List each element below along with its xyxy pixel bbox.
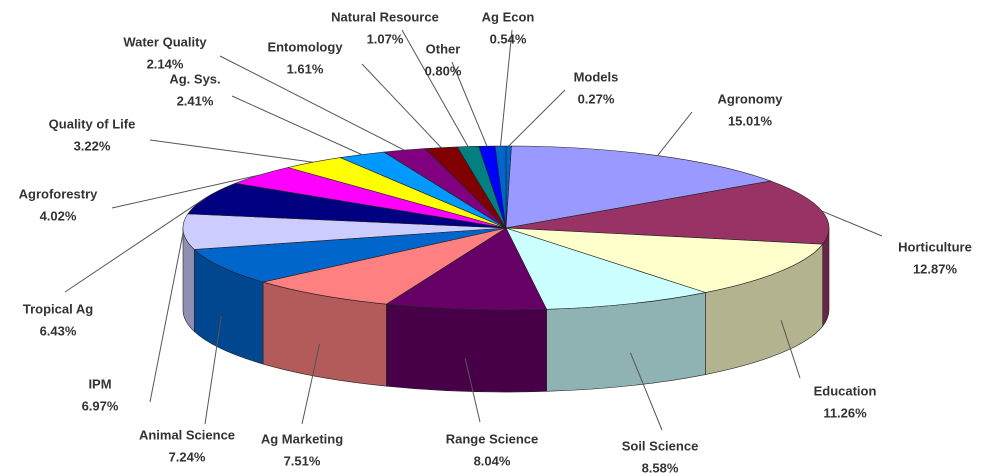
slice	[182, 213, 507, 250]
slice-label: Animal Science	[139, 427, 235, 442]
leader-line	[111, 174, 260, 209]
slice-label: Ag. Sys.	[169, 71, 220, 86]
value-label: 0.80%	[425, 63, 462, 78]
slice	[263, 227, 507, 305]
leader-line	[500, 29, 513, 147]
slice-label: Natural Resource	[331, 9, 439, 24]
slice-label: Water Quality	[123, 34, 207, 49]
leader-line	[451, 61, 488, 147]
leader-line	[231, 95, 362, 156]
leader-line	[401, 29, 469, 147]
slice-label: Horticulture	[898, 239, 972, 254]
leader-line	[361, 63, 442, 149]
value-label: 7.24%	[169, 449, 206, 464]
leader-line	[780, 320, 801, 379]
value-label: 4.02%	[40, 208, 77, 223]
leader-line	[301, 344, 321, 425]
slice	[385, 227, 548, 311]
leader-line	[464, 358, 481, 423]
leader-line	[629, 352, 663, 431]
slice-label: Ag Econ	[482, 9, 535, 24]
slice-label: IPM	[88, 376, 111, 391]
value-label: 0.54%	[490, 31, 527, 46]
slice-label: Soil Science	[622, 438, 699, 453]
leader-line	[149, 139, 314, 163]
slice-label: Models	[574, 69, 619, 84]
slice-label: Other	[426, 41, 461, 56]
slice	[193, 227, 507, 283]
value-label: 6.43%	[40, 323, 77, 338]
slice-label: Education	[814, 383, 877, 398]
sides	[182, 227, 830, 393]
value-label: 1.61%	[287, 61, 324, 76]
value-label: 6.97%	[82, 398, 119, 413]
leader-line	[821, 210, 883, 237]
value-label: 7.51%	[284, 453, 321, 468]
slice-label: Tropical Ag	[23, 301, 93, 316]
slice-label: Agronomy	[718, 91, 784, 106]
leader-line	[204, 315, 222, 425]
slice	[505, 227, 824, 293]
slice	[505, 227, 707, 310]
slice-label: Entomology	[267, 39, 343, 54]
value-label: 0.27%	[578, 91, 615, 106]
slice	[505, 145, 772, 229]
value-label: 2.41%	[177, 93, 214, 108]
slice	[187, 182, 507, 229]
leader-line	[219, 55, 405, 151]
slice-label: Range Science	[446, 431, 539, 446]
labels: Models 0.27% Agronomy 15.01% Horticulture 12.…	[19, 9, 972, 475]
leader-line	[149, 231, 184, 403]
tops	[182, 145, 830, 311]
value-label: 8.04%	[474, 453, 511, 468]
value-label: 8.58%	[642, 460, 679, 475]
leader-line	[508, 89, 566, 147]
value-label: 11.26%	[823, 405, 867, 420]
slice-side	[386, 303, 547, 393]
slice-label: Quality of Life	[49, 116, 136, 131]
value-label: 3.22%	[74, 138, 111, 153]
slice	[505, 180, 830, 245]
value-label: 15.01%	[728, 113, 773, 128]
value-label: 2.14%	[147, 56, 184, 71]
leader-line	[657, 111, 693, 156]
value-label: 12.87%	[913, 261, 958, 276]
leader-line	[64, 197, 206, 293]
slice-label: Agroforestry	[19, 186, 99, 201]
slice-label: Ag Marketing	[261, 431, 343, 446]
value-label: 1.07%	[367, 31, 404, 46]
